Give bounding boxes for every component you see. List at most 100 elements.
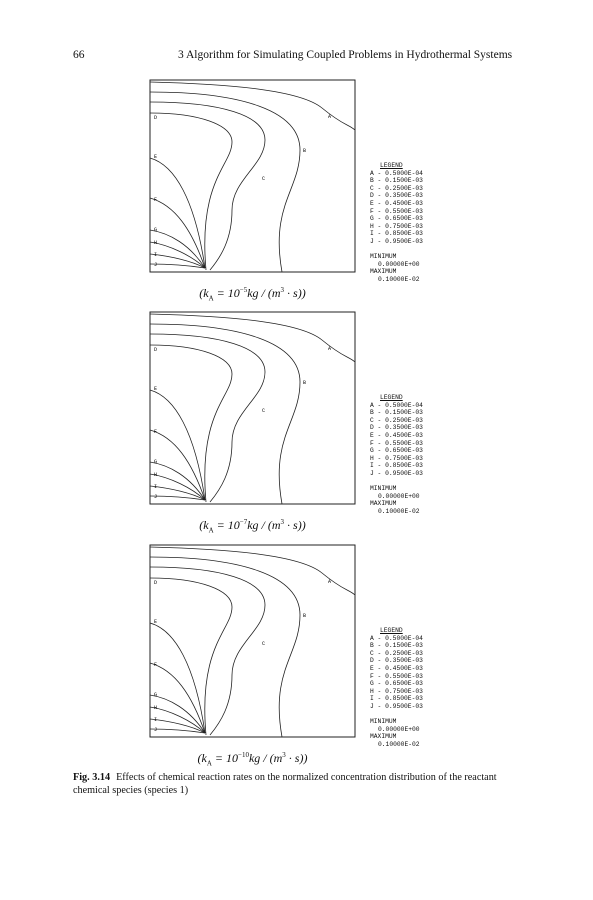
- legend-entry: A - 0.5000E-04: [370, 634, 423, 642]
- rate-part: −5: [239, 286, 248, 294]
- legend-entry: I - 0.8500E-03: [370, 695, 423, 703]
- contour-label: C: [262, 408, 265, 414]
- contour-line: [149, 389, 206, 501]
- rate-part: kg / (m: [247, 286, 281, 300]
- legend: LEGEND A - 0.5000E-04 B - 0.1500E-03 C - 0.…: [370, 394, 423, 516]
- legend-entry: A - 0.5000E-04: [370, 169, 423, 177]
- legend-gap: [370, 478, 423, 486]
- minimum-label: MINIMUM: [370, 485, 397, 493]
- legend-entry: I - 0.8500E-03: [370, 462, 423, 470]
- contour-line: [149, 429, 206, 501]
- plot-frame: [149, 544, 356, 738]
- rate-part: = 10: [211, 751, 239, 765]
- rate-part: · s)): [284, 286, 306, 300]
- contour-label: B: [303, 148, 306, 154]
- contour-line: [149, 313, 356, 363]
- minimum-value: 0.00000E+00: [378, 260, 420, 268]
- minimum-value: 0.00000E+00: [378, 725, 420, 733]
- legend-entry: C - 0.2500E-03: [370, 184, 423, 192]
- minimum-value: 0.00000E+00: [378, 492, 420, 500]
- contour-label: G: [154, 459, 157, 465]
- contour-label: H: [154, 472, 157, 478]
- contour-line: [149, 253, 206, 269]
- contour-label: A: [328, 579, 331, 585]
- contour-line: [149, 473, 206, 501]
- contour-line: [149, 566, 266, 736]
- contour-line: [149, 229, 206, 269]
- plot-frame: [149, 79, 356, 273]
- contour-label: I: [154, 717, 157, 723]
- contour-line: [149, 577, 233, 736]
- contour-line: [149, 485, 206, 501]
- minimum-label: MINIMUM: [370, 718, 397, 726]
- rate-part: (k: [197, 751, 207, 765]
- legend-entry: I - 0.8500E-03: [370, 230, 423, 238]
- legend-entry: E - 0.4500E-03: [370, 199, 423, 207]
- contour-label: D: [154, 347, 157, 353]
- contour-label: G: [154, 692, 157, 698]
- legend-gap: [370, 711, 423, 719]
- maximum-value: 0.10000E-02: [378, 740, 420, 748]
- contour-line: [149, 197, 206, 269]
- legend-entry: J - 0.9500E-03: [370, 237, 423, 245]
- maximum-label: MAXIMUM: [370, 268, 397, 276]
- legend-entry: G - 0.6500E-03: [370, 215, 423, 223]
- page-number: 66: [73, 49, 85, 61]
- contour-label: G: [154, 227, 157, 233]
- rate-label: (kA = 10−5kg / (m3 · s)): [150, 286, 355, 302]
- legend-entry: G - 0.6500E-03: [370, 447, 423, 455]
- legend-entry: C - 0.2500E-03: [370, 649, 423, 657]
- contour-label: B: [303, 613, 306, 619]
- legend-entry: G - 0.6500E-03: [370, 680, 423, 688]
- rate-part: A: [208, 294, 214, 303]
- running-head: 3 Algorithm for Simulating Coupled Probl…: [178, 49, 513, 61]
- contour-line: [149, 546, 356, 596]
- legend-entry: D - 0.3500E-03: [370, 192, 423, 200]
- legend-entry: B - 0.1500E-03: [370, 642, 423, 650]
- legend-entry: J - 0.9500E-03: [370, 469, 423, 477]
- legend-entry: E - 0.4500E-03: [370, 431, 423, 439]
- contour-label: E: [154, 619, 157, 625]
- rate-part: 3: [280, 286, 285, 294]
- legend-entry: F - 0.5500E-03: [370, 439, 423, 447]
- contour-line: [149, 112, 233, 271]
- contour-label: C: [262, 641, 265, 647]
- contour-line: [149, 495, 206, 501]
- contour-label: A: [328, 114, 331, 120]
- contour-label: H: [154, 240, 157, 246]
- rate-part: 3: [282, 751, 286, 759]
- contour-label: F: [154, 197, 157, 203]
- legend-title: LEGEND: [380, 394, 403, 401]
- contour-label: H: [154, 705, 157, 711]
- contour-line: [149, 263, 206, 269]
- contour-line: [149, 622, 206, 734]
- caption-label: Fig. 3.14: [73, 772, 111, 783]
- legend-gap: [370, 246, 423, 254]
- rate-part: −7: [239, 518, 248, 526]
- contour-label: J: [154, 727, 157, 733]
- contour-line: [149, 323, 301, 505]
- minimum-label: MINIMUM: [370, 253, 397, 261]
- legend-entry: H - 0.7500E-03: [370, 687, 423, 695]
- rate-part: (k: [199, 518, 209, 532]
- contour-label: C: [262, 176, 265, 182]
- contour-label: D: [154, 580, 157, 586]
- contour-label: E: [154, 154, 157, 160]
- rate-part: kg / (m: [248, 751, 283, 765]
- rate-part: · s)): [284, 518, 306, 532]
- contour-label: F: [154, 662, 157, 668]
- rate-part: −10: [238, 751, 249, 759]
- rate-label: (kA = 10−10kg / (m3 · s)): [150, 751, 355, 767]
- plot-frame: [149, 311, 356, 505]
- legend-entry: F - 0.5500E-03: [370, 672, 423, 680]
- legend-entry: H - 0.7500E-03: [370, 222, 423, 230]
- rate-part: = 10: [213, 286, 240, 300]
- contour-label: J: [154, 262, 157, 268]
- maximum-label: MAXIMUM: [370, 733, 397, 741]
- contour-label: I: [154, 252, 157, 258]
- contour-line: [149, 333, 266, 503]
- rate-part: kg / (m: [247, 518, 281, 532]
- maximum-label: MAXIMUM: [370, 500, 397, 508]
- contour-line: [149, 344, 233, 503]
